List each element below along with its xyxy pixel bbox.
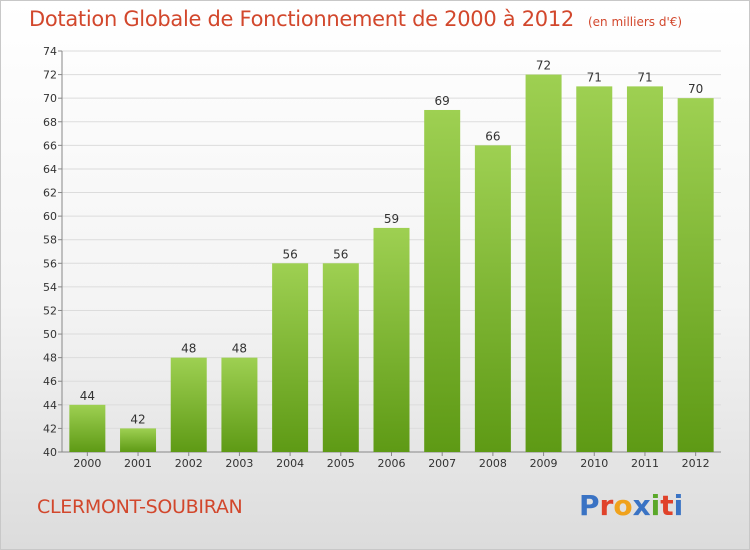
- x-axis-ticks: 2000 2001 2002 2003 2004 2005 2006 2007 2008 2009…: [73, 452, 710, 470]
- data-label: 59: [384, 212, 399, 226]
- x-tick-label: 2001: [124, 457, 152, 470]
- y-tick-label: 74: [43, 45, 57, 58]
- y-tick-label: 66: [43, 139, 57, 152]
- y-tick-label: 54: [43, 281, 57, 294]
- x-tick-label: 2009: [530, 457, 558, 470]
- x-tick-label: 2007: [428, 457, 456, 470]
- commune-name: CLERMONT-SOUBIRAN: [37, 496, 243, 518]
- data-label: 70: [688, 82, 703, 96]
- bar-2006: [373, 227, 410, 452]
- logo-letter: i: [673, 489, 684, 522]
- bar-2010: [576, 86, 613, 452]
- y-tick-label: 58: [43, 234, 57, 247]
- logo-letter: P: [579, 489, 600, 522]
- x-tick-label: 2012: [682, 457, 710, 470]
- x-tick-label: 2003: [225, 457, 253, 470]
- data-label: 72: [536, 59, 551, 73]
- y-tick-label: 68: [43, 116, 57, 129]
- logo-letter: o: [613, 489, 633, 522]
- chart-title-text: Dotation Globale de Fonctionnement de 20…: [29, 7, 574, 31]
- proxiti-logo: Proxiti: [579, 489, 683, 522]
- data-label: 71: [637, 70, 652, 84]
- data-label: 71: [587, 70, 602, 84]
- y-tick-label: 56: [43, 257, 57, 270]
- bar-2003: [221, 357, 258, 452]
- x-tick-label: 2002: [175, 457, 203, 470]
- logo-letter: t: [660, 489, 674, 522]
- data-label: 44: [80, 389, 95, 403]
- y-tick-label: 48: [43, 352, 57, 365]
- y-tick-label: 50: [43, 328, 57, 341]
- bar-2009: [525, 74, 562, 453]
- data-label: 66: [485, 129, 500, 143]
- chart-title: Dotation Globale de Fonctionnement de 20…: [29, 7, 682, 31]
- bar-2008: [474, 145, 511, 452]
- bar-2012: [677, 98, 714, 453]
- y-tick-label: 44: [43, 399, 57, 412]
- bar-2001: [120, 428, 157, 452]
- x-tick-label: 2008: [479, 457, 507, 470]
- bar-2005: [322, 263, 359, 452]
- bar-2011: [626, 86, 663, 452]
- y-tick-label: 62: [43, 187, 57, 200]
- x-tick-label: 2011: [631, 457, 659, 470]
- y-tick-label: 46: [43, 375, 57, 388]
- bars: 44 42 48 48 56 56 59 69 66 72 71 71 70: [69, 59, 714, 453]
- y-tick-label: 72: [43, 69, 57, 82]
- data-label: 56: [333, 247, 348, 261]
- x-tick-label: 2000: [73, 457, 101, 470]
- x-tick-label: 2004: [276, 457, 304, 470]
- x-tick-label: 2005: [327, 457, 355, 470]
- logo-letter: i: [650, 489, 661, 522]
- y-tick-label: 64: [43, 163, 57, 176]
- y-tick-label: 52: [43, 304, 57, 317]
- data-label: 56: [282, 247, 297, 261]
- y-tick-label: 60: [43, 210, 57, 223]
- chart-unit: (en milliers d'€): [587, 15, 683, 29]
- bar-2000: [69, 404, 106, 452]
- data-label: 48: [232, 342, 247, 356]
- data-label: 48: [181, 342, 196, 356]
- data-label: 69: [435, 94, 450, 108]
- y-tick-label: 40: [43, 446, 57, 459]
- bar-2004: [272, 263, 309, 452]
- logo-letter: r: [599, 489, 614, 522]
- y-axis-ticks: 40 42 44 46 48 50 52 54 56 58 60 62 64 66 68 70 72 74: [43, 45, 62, 459]
- x-tick-label: 2006: [378, 457, 406, 470]
- logo-letter: x: [632, 489, 651, 522]
- data-label: 42: [130, 412, 145, 426]
- bar-2002: [170, 357, 207, 452]
- y-tick-label: 42: [43, 422, 57, 435]
- bar-2007: [424, 109, 461, 453]
- x-tick-label: 2010: [580, 457, 608, 470]
- y-tick-label: 70: [43, 92, 57, 105]
